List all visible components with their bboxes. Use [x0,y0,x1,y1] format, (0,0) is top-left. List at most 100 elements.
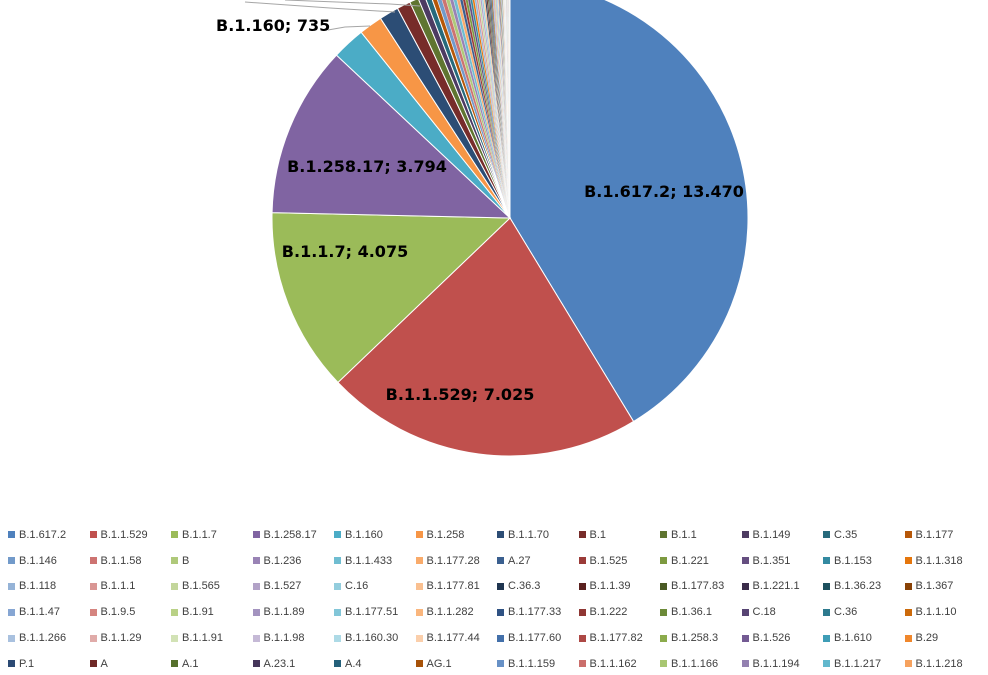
legend-item: B.1.9.5 [89,599,172,625]
legend-swatch [89,557,97,565]
legend-item: B.1.177.81 [415,574,498,600]
legend-label: B.1.1.29 [100,632,142,645]
legend-item: B.1.527 [252,574,335,600]
legend-label: C.16 [345,580,369,593]
legend-swatch [660,634,667,642]
legend-swatch [578,582,586,590]
legend-swatch [660,608,667,616]
legend-swatch [89,634,97,642]
legend-item: B.29 [904,625,987,651]
leader-line-b-1-258 [244,1,396,13]
data-label-b-1-617-2: B.1.617.2; 13.470 [584,182,744,201]
legend-item: B.1.146 [8,548,90,574]
legend-swatch [660,531,667,539]
legend-swatch [660,582,667,590]
legend-swatch [823,557,830,565]
legend-swatch [904,660,912,668]
legend-item: C.18 [741,599,824,625]
legend-swatch [578,531,586,539]
legend-label: B.1.1.7 [182,528,217,541]
legend-swatch [252,634,260,642]
legend-label: B.1.1 [671,528,697,541]
pie-slice-a-27 [459,0,511,219]
pie-slice-b-1-146 [437,0,511,219]
legend-swatch [252,557,260,565]
legend-item: B.1.1.194 [741,651,824,675]
pie-slice-c-18 [500,0,511,219]
legend-item: B.1.1.1 [89,574,172,600]
legend-label: B.1.258.17 [263,528,317,541]
data-label-b-1-1-529: B.1.1.529; 7.025 [386,385,535,404]
pie-slice-c-35 [425,0,511,219]
pie-slice-b-1-36-23 [490,0,511,219]
legend-item: B.1.1.29 [89,625,172,651]
legend-label: B.1.1.529 [100,528,148,541]
pie-slice-b-1-527 [480,0,511,219]
legend-swatch [497,608,504,616]
pie-chart: B.1.617.2; 13.470 B.1.1.529; 7.025 B.1.1.7… [216,0,749,457]
legend-swatch [334,634,341,642]
legend-item: B.1.149 [741,522,824,548]
legend-item: B.1.177.28 [415,548,498,574]
pie-slice-c-36 [501,0,511,219]
pie-slice-b-1-177 [431,0,511,219]
legend-label: B.1.527 [263,580,302,593]
legend-swatch [741,634,749,642]
legend-label: B.1.617.2 [19,528,67,541]
legend-swatch [904,634,912,642]
pie-slice-c-16 [481,0,511,219]
legend-item: B.1.1.217 [823,651,905,675]
legend-item: B.1.221 [660,548,742,574]
legend-item: B.1.526 [741,625,824,651]
legend-item: B.1.617.2 [8,522,90,548]
legend-swatch [823,531,830,539]
legend-swatch [334,660,341,668]
pie-slice-b-1-1-318 [472,0,511,219]
legend-label: B.1.177.33 [508,606,562,619]
legend-item: B.1.525 [578,548,661,574]
legend-label: A.4 [345,657,362,670]
pie-slice-b-1-236 [449,0,511,219]
legend-item: B.1.1.529 [89,522,172,548]
pie-slice-b-1-1-39 [486,0,511,219]
legend-item: B.1.221.1 [741,574,824,600]
legend-item: A.23.1 [252,651,335,675]
legend-swatch [171,557,178,565]
legend-item: B.1.177 [904,522,987,548]
legend-item: B.1.1.318 [904,548,987,574]
legend-item: B.1.222 [578,599,661,625]
legend-item: B.1.1.282 [415,599,498,625]
legend-swatch [497,582,504,590]
legend-swatch [252,582,260,590]
legend-label: B.29 [915,632,939,645]
legend-item: A.27 [497,548,579,574]
legend-label: AG.1 [426,657,452,670]
legend-label: B.1.1.162 [589,657,637,670]
legend-swatch [171,608,178,616]
legend-label: B.1.221 [671,554,709,567]
legend-swatch [334,557,341,565]
legend-item: B.1.1.39 [578,574,661,600]
legend-label: C.36.3 [508,580,541,593]
legend-label: B.1.1.39 [589,580,631,593]
legend-label: B.1.1.89 [263,606,305,619]
legend-item: B.1.367 [904,574,987,600]
legend-item: B.1.91 [171,599,253,625]
legend-swatch [497,557,504,565]
legend-label: B.1.1.318 [915,554,963,567]
legend-item: B.1.1.91 [171,625,253,651]
legend-item: B.1.177.82 [578,625,661,651]
legend-swatch [578,557,586,565]
legend-label: B.1.177.44 [426,632,480,645]
legend-label: C.35 [834,528,858,541]
legend-label: C.36 [834,606,858,619]
legend-swatch [89,531,97,539]
legend-swatch [415,634,423,642]
legend-item: B.1.1.433 [334,548,416,574]
legend-swatch [578,634,586,642]
legend-swatch [415,608,423,616]
legend-item: B.1.236 [252,548,335,574]
legend-swatch [171,634,178,642]
leader-lines [244,0,421,31]
data-labels: B.1.617.2; 13.470 B.1.1.529; 7.025 B.1.1.7… [216,16,744,404]
